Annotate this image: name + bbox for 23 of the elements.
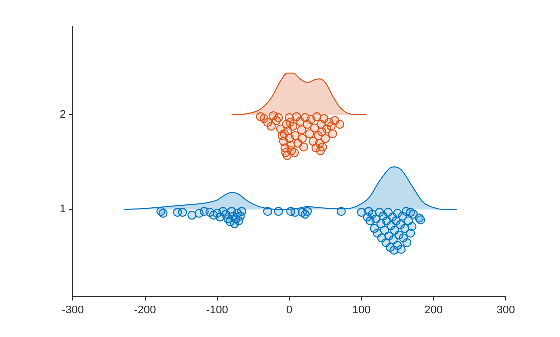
point xyxy=(305,129,314,138)
point xyxy=(312,112,322,122)
x-tick-label: -300 xyxy=(62,304,84,316)
point xyxy=(321,134,330,144)
x-tick-label: -200 xyxy=(134,304,156,316)
point xyxy=(288,122,298,131)
point xyxy=(299,142,308,152)
point xyxy=(297,126,306,135)
y-tick-label: 2 xyxy=(60,109,66,122)
x-tick-label: -100 xyxy=(206,304,228,316)
point xyxy=(267,122,276,131)
point xyxy=(328,129,338,138)
x-tick-label: 0 xyxy=(286,304,293,316)
point xyxy=(336,120,345,130)
x-tick-label: 200 xyxy=(424,304,444,316)
point xyxy=(280,129,290,138)
point xyxy=(290,148,300,158)
point xyxy=(316,146,326,156)
point xyxy=(272,116,282,126)
point xyxy=(298,134,308,144)
x-tick-label: 100 xyxy=(352,304,371,316)
x-tick-label: 300 xyxy=(496,304,516,316)
y-tick-label: 1 xyxy=(60,204,66,216)
